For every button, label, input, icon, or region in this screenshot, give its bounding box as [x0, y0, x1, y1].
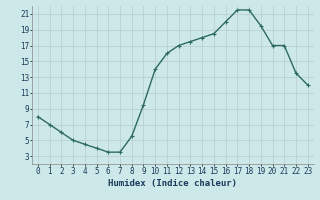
- X-axis label: Humidex (Indice chaleur): Humidex (Indice chaleur): [108, 179, 237, 188]
